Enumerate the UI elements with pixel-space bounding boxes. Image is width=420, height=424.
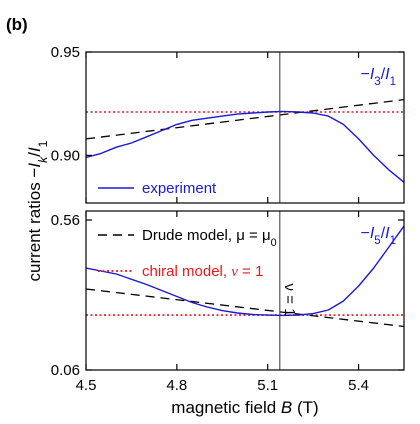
x-axis-label: magnetic field B (T) [171, 398, 318, 417]
vline-label: ν = 1 [281, 284, 298, 317]
legend-label-2: chiral model, ν = 1 [142, 263, 263, 280]
frame-bottom [85, 210, 405, 371]
frame-top [85, 51, 405, 204]
series-drude-model-bottom [86, 288, 404, 328]
legend-label-1: Drude model, μ = μ0 [142, 227, 277, 249]
x-tick-label: 4.8 [166, 377, 187, 394]
x-tick-label: 4.5 [76, 377, 97, 394]
panel-annotation-top: −I3/I1 [360, 66, 396, 88]
series-experiment-top [86, 110, 404, 183]
panel-top: 0.90 0.95 −I3/I1 [51, 44, 405, 204]
y-tick-label-bottom: 0.56 [51, 212, 80, 229]
y-tick-label-top: 0.95 [51, 44, 80, 61]
panel-bottom: 0.06 0.56 −I5/I1 [51, 210, 405, 379]
vline-label-group: ν = 1 [281, 284, 298, 317]
y-tick-label-top: 0.90 [51, 147, 80, 164]
figure-label: (b) [6, 15, 28, 34]
y-axis-label: current ratios −Ik/I1 [25, 140, 50, 281]
series-drude-model-top [86, 98, 404, 140]
x-tick-label: 5.4 [348, 377, 369, 394]
panel-annotation-bottom: −I5/I1 [360, 225, 396, 247]
legend-label-0: experiment [142, 180, 217, 197]
y-axis-label-group: current ratios −Ik/I1 [25, 140, 50, 281]
x-tick-label: 5.1 [257, 377, 278, 394]
panel-bottom-series [86, 225, 404, 328]
y-tick-label-bottom: 0.06 [51, 362, 80, 379]
series-experiment-bottom [86, 225, 404, 317]
panel-top-series [86, 98, 404, 183]
